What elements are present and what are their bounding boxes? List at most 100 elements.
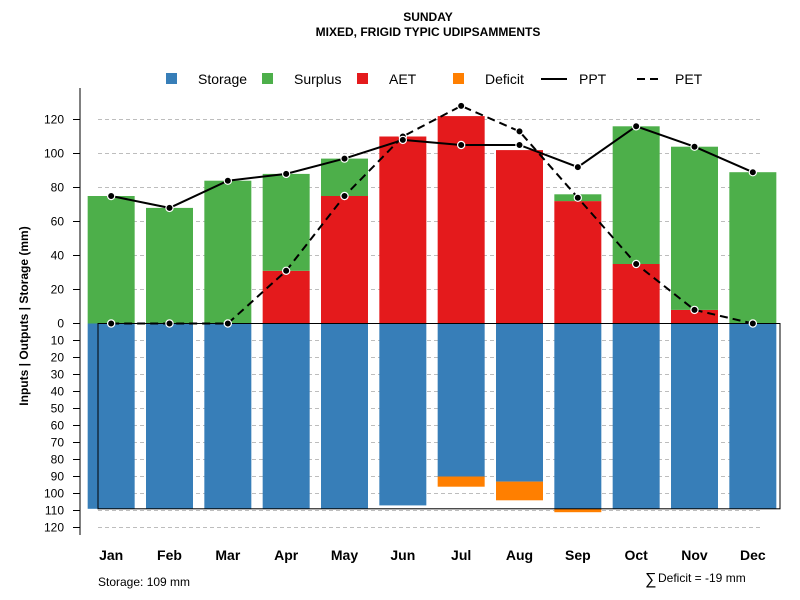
storage-bar-feb: [146, 323, 193, 509]
surplus-bar-jan: [87, 196, 135, 324]
ppt-point-dec: [748, 167, 758, 177]
chart-subtitle: MIXED, FRIGID TYPIC UDIPSAMMENTS: [316, 25, 541, 39]
legend-label-deficit: Deficit: [485, 71, 524, 87]
surplus-bar-dec: [729, 172, 777, 324]
legend-swatch-aet: [357, 73, 368, 84]
sum-symbol: ∑: [645, 571, 656, 588]
legend-label-pet: PET: [675, 71, 703, 87]
pet-point-jan: [106, 319, 116, 328]
y-tick-label-up-40: 40: [51, 249, 65, 263]
y-axis: 0 20 40 60 80 100 120 10 20 30 40 50 60 70 80 90 100 110 1…: [44, 88, 81, 535]
storage-bar-aug: [496, 323, 543, 482]
storage-bar-jun: [379, 323, 427, 506]
x-label-oct: Oct: [624, 547, 648, 563]
legend-swatch-storage: [166, 73, 177, 84]
storage-bar-nov: [671, 323, 718, 509]
x-label-jul: Jul: [451, 547, 471, 563]
pet-point-aug: [515, 127, 524, 136]
y-tick-label-up-20: 20: [51, 283, 65, 297]
ppt-point-apr: [281, 169, 291, 179]
x-label-sep: Sep: [565, 547, 591, 563]
storage-bar-sep: [554, 323, 602, 509]
chart-title: SUNDAY: [403, 10, 453, 24]
storage-bar-may: [321, 323, 368, 509]
pet-point-apr: [281, 266, 291, 275]
y-tick-label-down-80: 80: [51, 453, 65, 467]
storage-bar-jul: [437, 323, 485, 477]
y-tick-label-down-70: 70: [51, 436, 65, 450]
pet-point-may: [340, 191, 349, 201]
storage-bar-apr: [262, 323, 310, 509]
legend: Storage Surplus AET Deficit PPT PET: [166, 71, 703, 87]
y-tick-label-up-80: 80: [51, 181, 65, 195]
ppt-point-jun: [398, 135, 408, 145]
pet-point-jul: [456, 101, 466, 111]
aet-bar-jun: [379, 136, 427, 324]
x-label-dec: Dec: [740, 547, 766, 563]
legend-label-aet: AET: [389, 71, 417, 87]
aet-bar-aug: [496, 150, 543, 324]
ppt-point-mar: [223, 176, 233, 185]
deficit-bar-jul: [437, 476, 485, 487]
lines-group: [106, 101, 758, 328]
surplus-bar-nov: [671, 146, 718, 310]
y-tick-label-down-40: 40: [51, 385, 65, 399]
x-label-aug: Aug: [506, 547, 533, 563]
y-tick-label-down-10: 10: [51, 334, 65, 348]
x-label-apr: Apr: [274, 547, 299, 563]
surplus-bar-apr: [262, 173, 310, 271]
y-tick-label-up-100: 100: [44, 147, 64, 161]
legend-swatch-deficit: [453, 73, 464, 84]
surplus-bar-may: [321, 158, 368, 196]
legend-label-ppt: PPT: [579, 71, 607, 87]
storage-bar-mar: [204, 323, 252, 509]
ppt-point-feb: [165, 203, 174, 213]
storage-bar-oct: [612, 323, 660, 509]
storage-bar-dec: [729, 323, 777, 509]
bars-group: [87, 116, 781, 513]
legend-label-storage: Storage: [198, 71, 247, 87]
y-axis-title: Inputs | Outputs | Storage (mm): [17, 226, 31, 405]
surplus-bar-mar: [204, 180, 252, 324]
aet-bar-sep: [554, 201, 602, 324]
x-axis-labels: Jan Feb Mar Apr May Jun Jul Aug Sep Oct Nov Dec: [99, 547, 766, 563]
y-tick-label-down-90: 90: [51, 470, 65, 484]
ppt-point-nov: [690, 142, 699, 151]
legend-swatch-surplus: [262, 73, 273, 84]
deficit-bar-aug: [496, 481, 543, 501]
ppt-point-jul: [456, 140, 466, 150]
y-tick-label-up-120: 120: [44, 113, 64, 127]
storage-bar-jan: [87, 323, 135, 509]
y-tick-label-down-100: 100: [44, 487, 64, 501]
x-label-mar: Mar: [215, 547, 240, 563]
aet-bar-nov: [671, 309, 718, 324]
pet-point-mar: [223, 319, 233, 328]
ppt-point-sep: [573, 162, 583, 172]
storage-outline: [97, 323, 781, 510]
aet-bar-apr: [262, 270, 310, 324]
pet-point-feb: [165, 319, 174, 328]
surplus-bar-oct: [612, 126, 660, 264]
ppt-line: [110, 125, 754, 209]
ppt-point-aug: [515, 140, 524, 150]
y-tick-label-down-110: 110: [45, 504, 64, 518]
surplus-bar-feb: [146, 207, 193, 324]
x-label-may: May: [331, 547, 358, 563]
aet-bar-oct: [612, 264, 660, 324]
pet-line: [111, 104, 754, 325]
storage-footnote: Storage: 109 mm: [98, 575, 190, 589]
y-tick-label-down-20: 20: [51, 351, 65, 365]
pet-point-nov: [690, 305, 699, 315]
pet-point-sep: [573, 193, 583, 202]
y-tick-label-up-60: 60: [51, 215, 65, 229]
ppt-point-may: [340, 154, 349, 163]
aet-bar-may: [321, 196, 368, 324]
pet-point-oct: [631, 259, 641, 269]
y-tick-label-up-0: 0: [57, 317, 64, 331]
y-tick-label-down-50: 50: [51, 402, 65, 416]
x-label-jan: Jan: [99, 547, 123, 563]
aet-bar-jul: [437, 116, 485, 324]
pet-point-dec: [748, 319, 758, 328]
deficit-footnote: Deficit = -19 mm: [658, 571, 746, 585]
